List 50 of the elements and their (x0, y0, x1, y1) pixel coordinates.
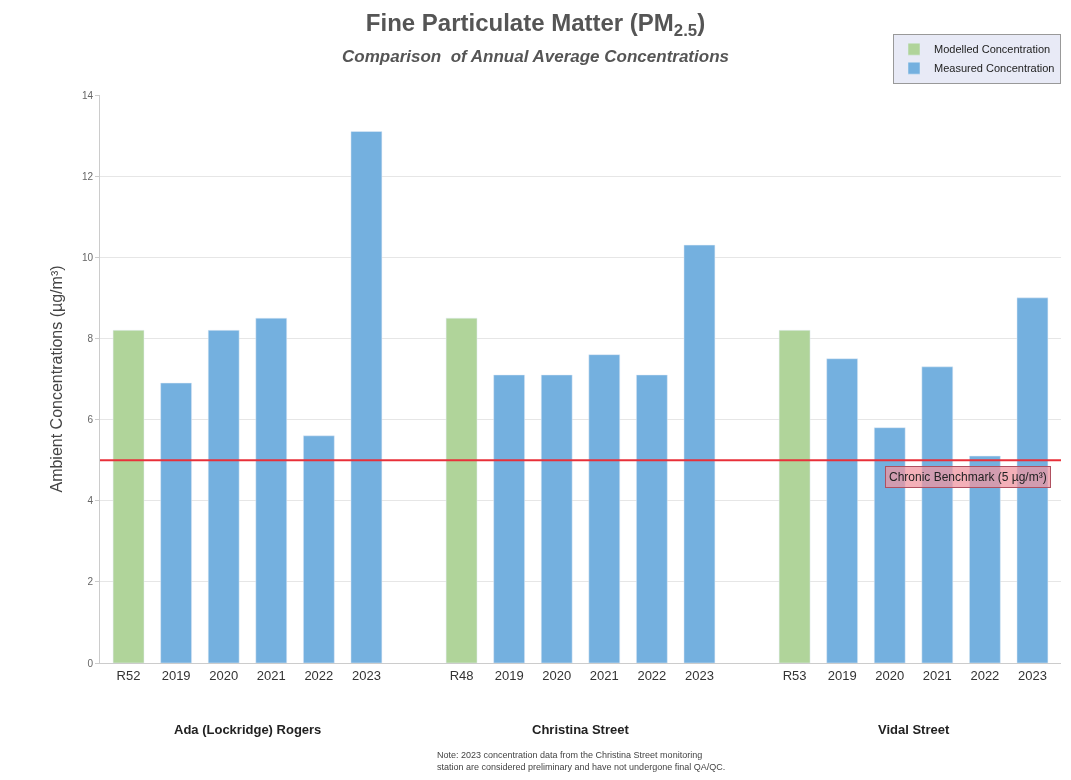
bar (541, 374, 573, 663)
chart-subtitle: Comparison of Annual Average Concentrations (342, 47, 729, 67)
legend-label: Modelled Concentration (934, 43, 1051, 56)
chart-title: Fine Particulate Matter (PM$_{2.5}$) (365, 9, 706, 41)
ref-line-label: Chronic Benchmark (5 µg/m³) (889, 470, 1047, 484)
x-tick-label: R52 (116, 667, 141, 683)
x-tick-label: 2020 (875, 667, 905, 683)
x-tick-label: R48 (449, 667, 474, 683)
x-tick-label: 2020 (542, 667, 572, 683)
y-axis-title: Ambient Concentrations (µg/m³) (47, 265, 65, 493)
x-tick-label: 2021 (256, 667, 286, 683)
bar (303, 435, 335, 663)
legend-label: Measured Concentration (934, 62, 1055, 75)
bar (207, 330, 240, 663)
x-tick-label: 2019 (494, 667, 524, 683)
bar (445, 317, 478, 663)
bar (160, 382, 192, 663)
x-tick-label: 2020 (209, 667, 239, 683)
x-tick-label: 2022 (304, 667, 334, 683)
y-tick-label: 12 (81, 170, 94, 182)
x-tick-label: 2021 (922, 667, 952, 683)
x-tick-label: 2021 (589, 667, 619, 683)
x-tick-label: 2022 (970, 667, 1000, 683)
text: Christina Street (532, 722, 630, 737)
y-tick-label: 4 (87, 495, 94, 507)
bar (778, 330, 811, 663)
text: Vidal Street (878, 722, 950, 737)
bar (255, 317, 287, 663)
text: Note: 2023 concentration data from the Christina Street monitoring station are considered preliminary and have not undergone final QA/QC. (437, 750, 726, 772)
bar (493, 374, 525, 663)
bar (636, 374, 668, 663)
bar (350, 131, 383, 663)
y-tick-label: 14 (81, 89, 94, 101)
x-tick-label: 2022 (637, 667, 667, 683)
x-tick-label: R53 (782, 667, 807, 683)
bar (588, 354, 620, 663)
bar (826, 358, 858, 663)
x-tick-label: 2023 (1018, 667, 1047, 683)
y-tick-label: 2 (87, 576, 94, 588)
x-tick-label: 2019 (827, 667, 857, 683)
x-tick-label: 2023 (684, 667, 714, 683)
text: Ada (Lockridge) Rogers (174, 722, 322, 737)
bar (683, 244, 716, 663)
x-tick-label: 2023 (351, 667, 381, 683)
y-tick-label: 8 (87, 332, 94, 344)
x-tick-label: 2019 (161, 667, 191, 683)
y-tick-label: 10 (81, 251, 94, 263)
y-tick-label: 0 (87, 657, 94, 669)
bar (112, 330, 145, 663)
y-tick-label: 6 (87, 414, 94, 426)
